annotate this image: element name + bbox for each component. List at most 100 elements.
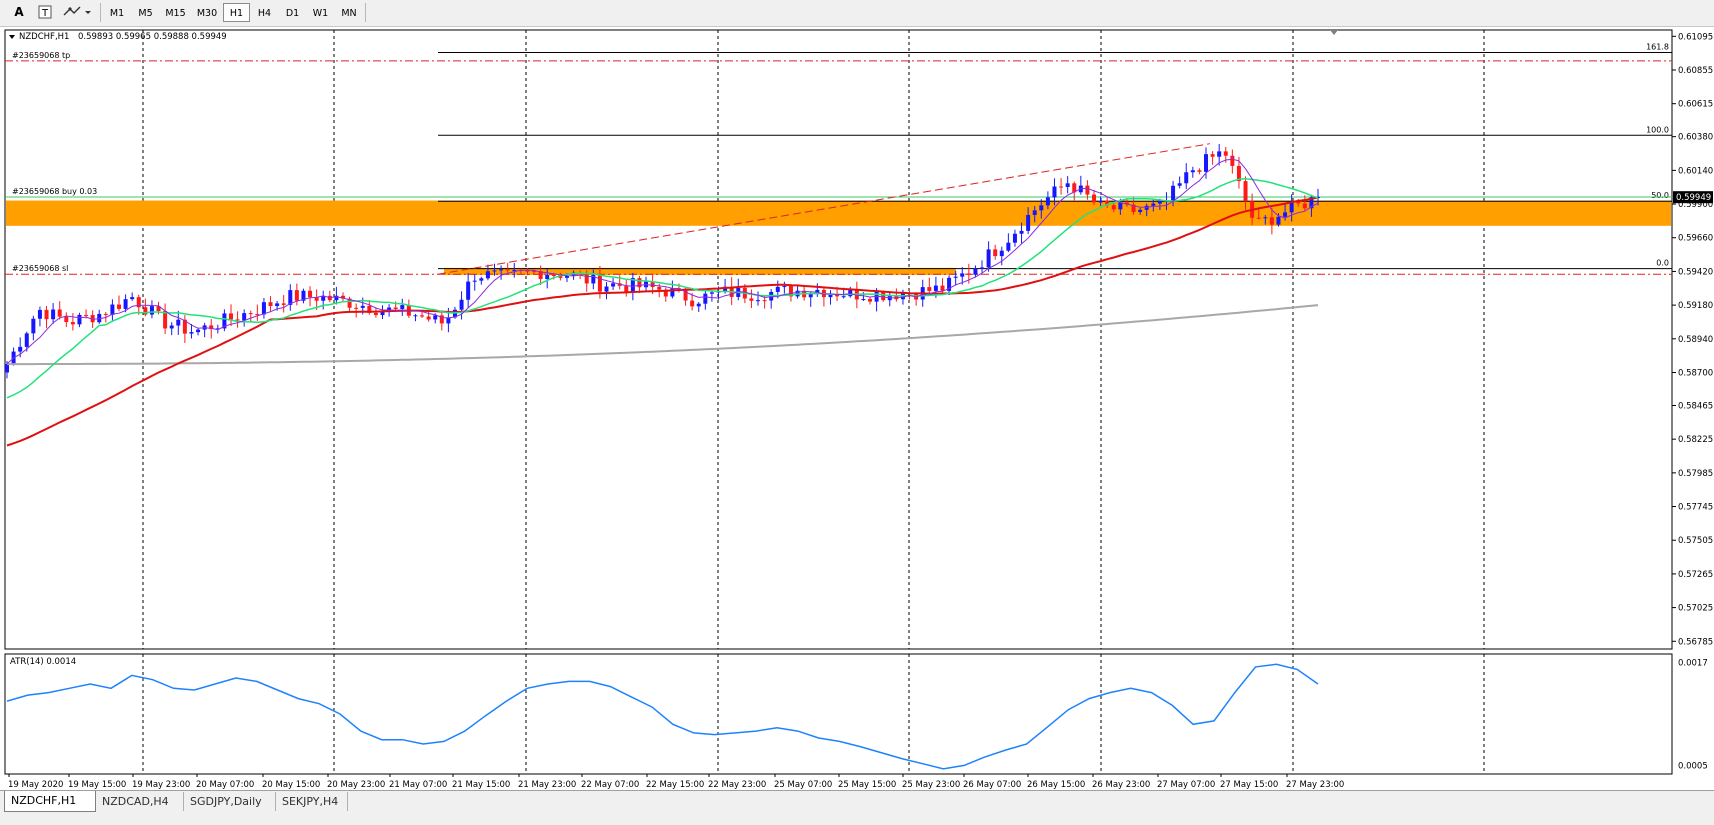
timeframe-m1-button[interactable]: M1 [109,8,125,19]
bear-candle [294,290,299,301]
atr-line [6,663,1319,770]
bull-candle [709,292,714,294]
bull-candle [1204,154,1209,172]
bear-candle [683,288,688,301]
atr-label: ATR(14) 0.0014 [10,657,76,667]
chart-tab[interactable]: SGDJPY,Daily [184,792,276,811]
y-tick-label: 0.59660 [1678,234,1713,244]
timeframe-w1-button[interactable]: W1 [312,8,329,19]
svg-text:T: T [41,8,49,19]
chart-canvas[interactable]: 0.61095 0.60855 0.60615 0.60380 0.60140 0.599… [0,27,1714,790]
bear-candle [927,287,932,291]
bull-candle [703,293,708,304]
y-tick-label: 0.57505 [1678,536,1713,546]
x-tick-label: 27 May 15:00 [1220,780,1278,790]
bear-candle [650,281,655,287]
bull-candle [512,270,517,272]
bull-candle [1045,197,1050,206]
timeframe-mn-button[interactable]: MN [341,8,357,19]
bear-candle [182,319,187,334]
bear-candle [881,291,886,301]
timeframe-h1-button[interactable]: H1 [223,3,250,22]
bull-candle [696,303,701,307]
bear-candle [156,306,161,312]
bull-candle [1171,185,1176,201]
bull-candle [110,304,115,315]
x-tick-label: 19 May 15:00 [68,780,126,790]
x-tick-label: 25 May 23:00 [902,780,960,790]
chart-tab[interactable]: NZDCHF,H1 [4,791,96,812]
bear-candle [248,313,253,315]
y-tick-label: 0.60615 [1678,100,1713,110]
bear-candle [637,278,642,288]
bear-candle [1296,201,1301,204]
bull-candle [380,310,385,316]
bear-candle [281,303,286,305]
text-tool-icon[interactable]: A [14,5,24,19]
bull-candle [1276,216,1281,225]
bull-candle [466,281,471,300]
chart-tab[interactable]: SEKJPY,H4 [276,792,348,811]
ma-long-line [7,304,1319,366]
bear-candle [64,316,69,323]
x-tick-label: 27 May 07:00 [1157,780,1215,790]
bear-candle [439,315,444,324]
bear-candle [57,309,62,317]
bear-candle [624,285,629,292]
bull-candle [1006,242,1011,251]
bull-candle [5,364,9,373]
bull-candle [670,288,675,297]
bull-candle [1190,170,1195,173]
bull-candle [1151,203,1156,206]
bull-candle [433,315,438,320]
bear-candle [1243,181,1248,202]
y-tick-label: 0.57985 [1678,469,1713,479]
bull-candle [564,275,569,278]
timeframe-m15-button[interactable]: M15 [165,8,186,19]
symbol-dropdown-icon [9,35,15,39]
x-tick-label: 20 May 07:00 [196,780,254,790]
bull-candle [1012,233,1017,243]
timeframe-h4-button[interactable]: H4 [257,8,272,19]
x-tick-label: 25 May 07:00 [774,780,832,790]
trendline [437,143,1211,275]
bull-candle [1263,217,1268,219]
bull-candle [828,293,833,298]
shapes-dropdown-icon[interactable] [60,3,96,22]
y-tick-label: 0.57025 [1678,604,1713,614]
text-label-icon[interactable]: T [34,3,56,22]
bull-candle [400,305,405,309]
bull-candle [169,325,174,329]
bear-candle [255,314,260,316]
bull-candle [1118,202,1123,210]
timeframe-m5-button[interactable]: M5 [138,8,153,19]
x-tick-label: 22 May 07:00 [581,780,639,790]
chart-tab[interactable]: NZDCAD,H4 [96,792,184,811]
bull-candle [1019,230,1024,234]
bull-candle [808,293,813,298]
y-tick-label: 0.58700 [1678,368,1713,378]
bull-candle [492,270,497,272]
bull-candle [479,278,484,281]
chart-shift-marker [1330,30,1338,35]
chart-toolbar: A T M1 M5 M15 M30 H1 H4 D1 W1 MN [0,0,1714,27]
atr-y-tick-label: 0.0005 [1678,761,1708,771]
bull-candle [848,289,853,297]
bear-candle [308,290,313,298]
bull-candle [215,328,220,330]
timeframe-m30-button[interactable]: M30 [196,8,218,19]
fibo-level-label: 0.0 [1656,259,1669,268]
bull-candle [301,290,306,301]
bull-candle [1032,210,1037,215]
bull-candle [261,302,266,315]
bear-candle [1302,203,1307,209]
bull-candle [1065,183,1070,187]
bull-candle [222,313,227,329]
bear-candle [347,298,352,308]
bear-candle [1092,194,1097,203]
bull-candle [980,267,985,269]
timeframe-d1-button[interactable]: D1 [285,8,300,19]
bear-candle [940,285,945,291]
current-price-label: 0.59949 [1676,193,1711,203]
order-line-label: #23659068 tp [12,51,70,60]
